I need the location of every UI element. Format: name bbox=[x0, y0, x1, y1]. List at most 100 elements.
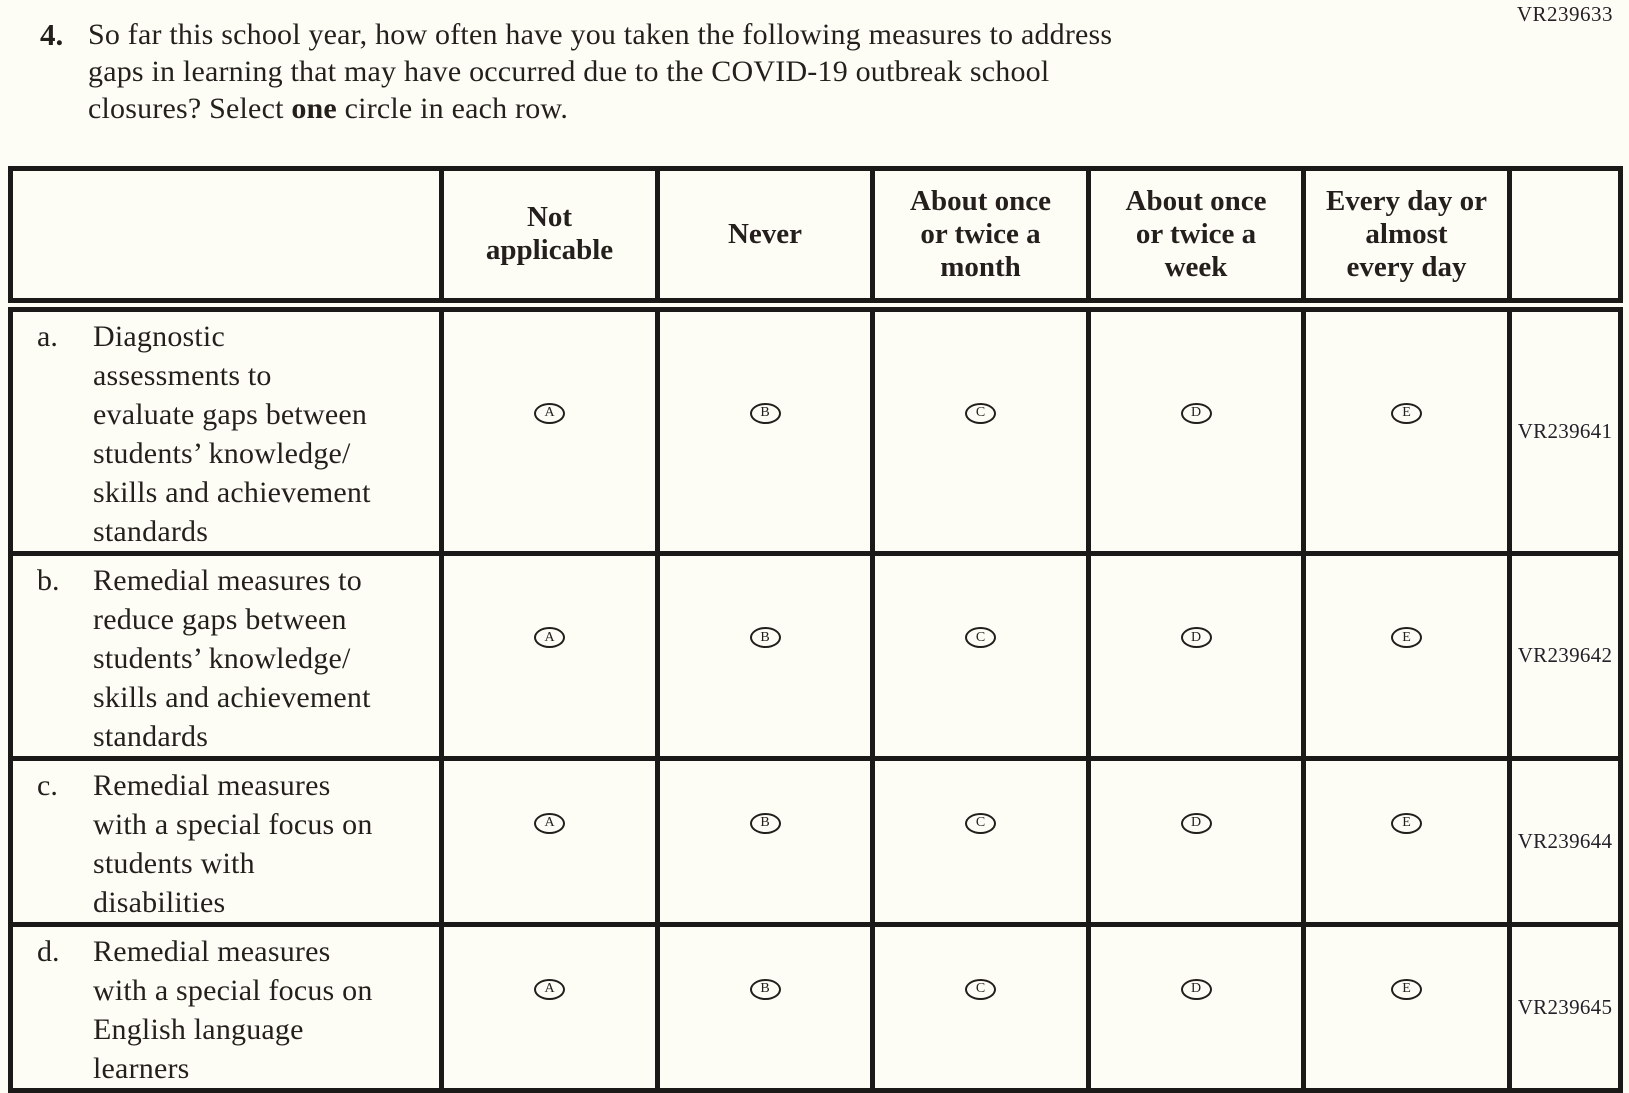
option-cell: E bbox=[1301, 755, 1512, 927]
header-empty-stem bbox=[8, 166, 444, 312]
answer-bubble-a-once-twice-month[interactable]: C bbox=[965, 402, 996, 424]
page-form-code: VR239633 bbox=[1516, 2, 1613, 26]
option-cell: A bbox=[439, 302, 660, 556]
option-cell: B bbox=[655, 755, 875, 927]
bubble-letter: E bbox=[1402, 815, 1411, 830]
bubble-letter: A bbox=[544, 405, 555, 420]
answer-bubble-a-not-applicable[interactable]: A bbox=[534, 402, 565, 424]
header-once-twice-week: About once or twice a week bbox=[1086, 166, 1306, 312]
row-stem-cell: d. Remedial measures with a special focu… bbox=[8, 921, 444, 1093]
option-cell: A bbox=[439, 921, 660, 1093]
row-text: Remedial measures with a special focus o… bbox=[93, 934, 373, 1085]
bubble-letter: C bbox=[975, 981, 986, 996]
bubble-letter: C bbox=[975, 405, 986, 420]
option-cell: B bbox=[655, 550, 875, 761]
table-row-c: c. Remedial measures with a special focu… bbox=[8, 755, 1623, 927]
question-text-start: So far this school year, how often have … bbox=[88, 18, 1113, 125]
answer-bubble-a-once-twice-week[interactable]: D bbox=[1180, 402, 1212, 424]
option-cell: E bbox=[1301, 550, 1512, 761]
answer-bubble-b-once-twice-week[interactable]: D bbox=[1180, 627, 1212, 648]
question-bold-word: one bbox=[291, 92, 337, 125]
row-code: VR239644 bbox=[1517, 828, 1613, 853]
answer-bubble-d-never[interactable]: B bbox=[749, 978, 781, 1000]
option-cell: C bbox=[870, 921, 1091, 1093]
header-every-day: Every day or almost every day bbox=[1301, 166, 1512, 312]
row-code-cell: VR239642 bbox=[1507, 550, 1623, 761]
bubble-letter: A bbox=[544, 815, 555, 830]
bubble-letter: C bbox=[975, 629, 986, 645]
bubble-letter: B bbox=[760, 981, 770, 996]
answer-bubble-c-never[interactable]: B bbox=[749, 812, 781, 834]
answer-bubble-c-not-applicable[interactable]: A bbox=[534, 812, 565, 834]
answer-bubble-c-once-twice-week[interactable]: D bbox=[1180, 812, 1212, 834]
row-letter: b. bbox=[37, 563, 60, 597]
row-text: Remedial measures to reduce gaps between… bbox=[93, 563, 371, 753]
option-cell: D bbox=[1086, 302, 1306, 556]
bubble-letter: E bbox=[1402, 981, 1411, 996]
row-code: VR239642 bbox=[1517, 643, 1613, 667]
question-text-end: circle in each row. bbox=[336, 92, 569, 125]
header-row: Not applicable Never About once or twice… bbox=[8, 166, 1623, 312]
answer-bubble-d-every-day[interactable]: E bbox=[1391, 978, 1422, 1000]
option-cell: E bbox=[1301, 921, 1512, 1093]
bubble-letter: A bbox=[544, 981, 555, 996]
header-once-twice-month: About once or twice a month bbox=[870, 166, 1091, 312]
question-text: So far this school year, how often have … bbox=[88, 16, 1112, 127]
answer-bubble-d-once-twice-month[interactable]: C bbox=[965, 978, 996, 1000]
bubble-letter: D bbox=[1190, 405, 1202, 420]
answer-bubble-a-never[interactable]: B bbox=[749, 402, 781, 424]
row-letter: c. bbox=[37, 768, 58, 802]
header-not-applicable: Not applicable bbox=[439, 166, 660, 312]
bubble-letter: C bbox=[975, 815, 986, 830]
row-code-cell: VR239641 bbox=[1507, 302, 1623, 556]
option-cell: C bbox=[870, 302, 1091, 556]
option-cell: E bbox=[1301, 302, 1512, 556]
answer-bubble-a-every-day[interactable]: E bbox=[1391, 402, 1422, 424]
response-matrix-table: Not applicable Never About once or twice… bbox=[8, 166, 1623, 1093]
bubble-letter: B bbox=[760, 629, 770, 645]
option-cell: B bbox=[655, 921, 875, 1093]
row-code-cell: VR239645 bbox=[1507, 921, 1623, 1093]
questionnaire-page: VR239633 4. So far this school year, how… bbox=[8, 2, 1623, 1093]
option-cell: C bbox=[870, 755, 1091, 927]
row-code: VR239641 bbox=[1517, 418, 1613, 443]
answer-bubble-c-once-twice-month[interactable]: C bbox=[965, 812, 996, 834]
row-stem-cell: c. Remedial measures with a special focu… bbox=[8, 755, 444, 927]
option-cell: A bbox=[439, 755, 660, 927]
row-code-cell: VR239644 bbox=[1507, 755, 1623, 927]
bubble-letter: D bbox=[1190, 815, 1202, 830]
question-block: 4. So far this school year, how often ha… bbox=[40, 16, 1440, 127]
option-cell: D bbox=[1086, 550, 1306, 761]
table-row-d: d. Remedial measures with a special focu… bbox=[8, 921, 1623, 1093]
bubble-letter: B bbox=[760, 815, 770, 830]
header-never: Never bbox=[655, 166, 875, 312]
row-letter: d. bbox=[37, 934, 60, 968]
row-stem-cell: b. Remedial measures to reduce gaps betw… bbox=[8, 550, 444, 761]
answer-bubble-b-every-day[interactable]: E bbox=[1391, 627, 1422, 648]
option-cell: D bbox=[1086, 755, 1306, 927]
answer-bubble-b-not-applicable[interactable]: A bbox=[534, 627, 565, 648]
row-text: Diagnostic assessments to evaluate gaps … bbox=[93, 319, 371, 548]
bubble-letter: D bbox=[1190, 629, 1202, 645]
answer-bubble-b-once-twice-month[interactable]: C bbox=[965, 627, 996, 648]
row-stem-cell: a. Diagnostic assessments to evaluate ga… bbox=[8, 302, 444, 556]
option-cell: B bbox=[655, 302, 875, 556]
answer-bubble-d-not-applicable[interactable]: A bbox=[534, 978, 565, 1000]
bubble-letter: E bbox=[1402, 405, 1411, 420]
option-cell: D bbox=[1086, 921, 1306, 1093]
row-code: VR239645 bbox=[1517, 994, 1613, 1019]
answer-bubble-b-never[interactable]: B bbox=[749, 627, 781, 648]
answer-bubble-c-every-day[interactable]: E bbox=[1391, 812, 1422, 834]
option-cell: A bbox=[439, 550, 660, 761]
bubble-letter: A bbox=[544, 629, 555, 645]
option-cell: C bbox=[870, 550, 1091, 761]
bubble-letter: E bbox=[1402, 629, 1411, 645]
question-number: 4. bbox=[40, 17, 64, 52]
bubble-letter: D bbox=[1190, 981, 1202, 996]
bubble-letter: B bbox=[760, 405, 770, 420]
row-letter: a. bbox=[37, 319, 58, 353]
row-text: Remedial measures with a special focus o… bbox=[93, 768, 373, 919]
answer-bubble-d-once-twice-week[interactable]: D bbox=[1180, 978, 1212, 1000]
table-row-a: a. Diagnostic assessments to evaluate ga… bbox=[8, 302, 1623, 556]
header-empty-code bbox=[1507, 166, 1623, 312]
